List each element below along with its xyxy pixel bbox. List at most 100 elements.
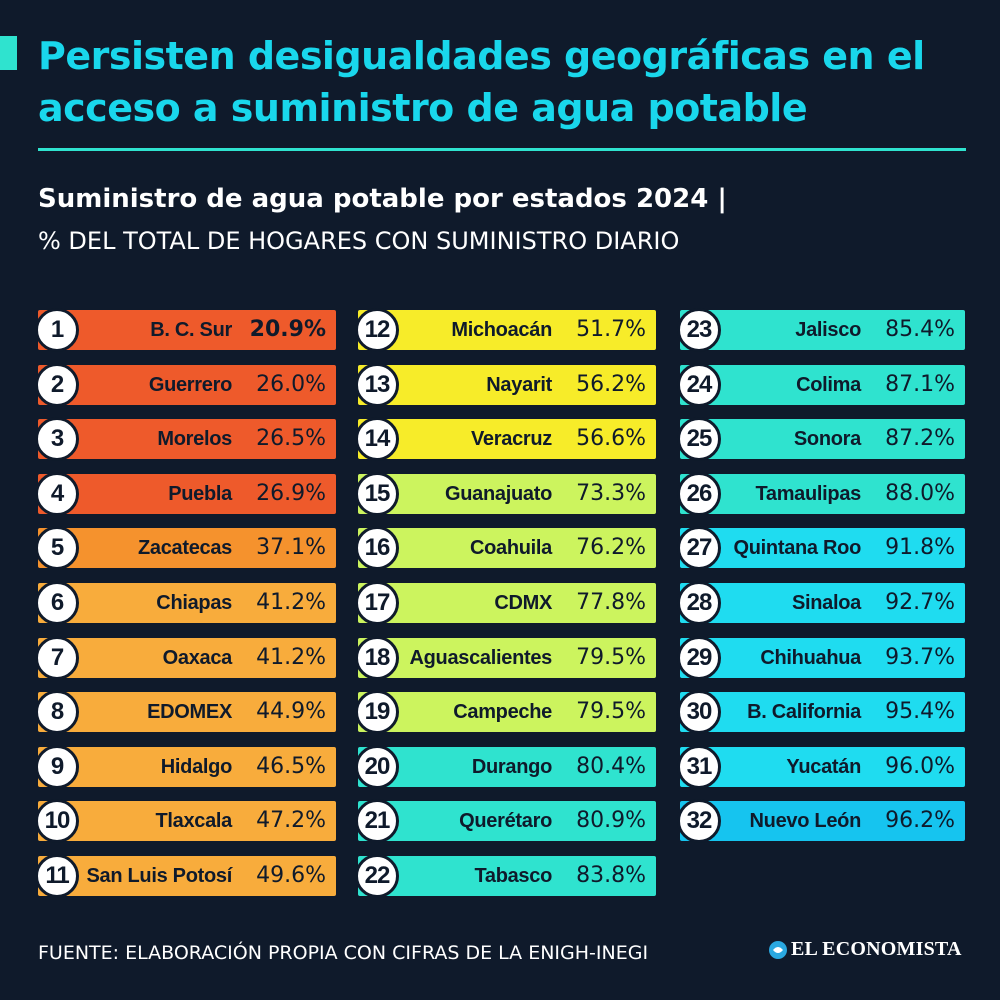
bar-row: 14 Veracruz 56.6% (355, 417, 656, 461)
rank-badge: 3 (35, 417, 79, 461)
state-label: Oaxaca (162, 647, 233, 669)
state-label: Sinaloa (791, 592, 861, 614)
bar-row: 29 Chihuahua 93.7% (677, 636, 965, 680)
bar-row: 21 Querétaro 80.9% (355, 799, 656, 843)
state-label: Puebla (168, 483, 232, 505)
rank-badge: 7 (35, 636, 79, 680)
rank-badge: 32 (677, 799, 721, 843)
state-label: Colima (796, 374, 861, 396)
bar-row: 31 Yucatán 96.0% (677, 745, 965, 789)
value-label: 80.9% (576, 808, 646, 833)
value-label: 73.3% (576, 481, 646, 506)
state-label: Michoacán (451, 319, 552, 341)
state-label: B. California (747, 701, 861, 723)
bar-row: 9 Hidalgo 46.5% (35, 745, 336, 789)
value-label: 93.7% (885, 645, 955, 670)
value-label: 26.5% (256, 426, 326, 451)
rank-badge: 31 (677, 745, 721, 789)
title-accent-bar (0, 36, 17, 70)
value-label: 20.9% (249, 317, 326, 342)
rank-badge: 4 (35, 472, 79, 516)
rank-badge: 13 (355, 363, 399, 407)
value-label: 41.2% (256, 590, 326, 615)
state-label: Tlaxcala (155, 810, 232, 832)
state-label: Querétaro (459, 810, 552, 832)
bar-row: 22 Tabasco 83.8% (355, 854, 656, 898)
rank-badge: 15 (355, 472, 399, 516)
state-label: CDMX (494, 592, 552, 614)
bar-row: 1 B. C. Sur 20.9% (35, 308, 336, 352)
bar-row: 2 Guerrero 26.0% (35, 363, 336, 407)
value-label: 79.5% (576, 699, 646, 724)
value-label: 91.8% (885, 535, 955, 560)
value-label: 77.8% (576, 590, 646, 615)
bar-row: 16 Coahuila 76.2% (355, 526, 656, 570)
bar-row: 15 Guanajuato 73.3% (355, 472, 656, 516)
bar-row: 8 EDOMEX 44.9% (35, 690, 336, 734)
state-label: Guanajuato (444, 483, 552, 505)
bar-row: 11 San Luis Potosí 49.6% (35, 854, 336, 898)
rank-badge: 30 (677, 690, 721, 734)
value-label: 41.2% (256, 645, 326, 670)
value-label: 87.2% (885, 426, 955, 451)
state-label: Nuevo León (749, 810, 862, 832)
state-label: Quintana Roo (733, 537, 861, 559)
value-label: 83.8% (576, 863, 646, 888)
bar-row: 23 Jalisco 85.4% (677, 308, 965, 352)
bar-row: 24 Colima 87.1% (677, 363, 965, 407)
chart-unit-label: % DEL TOTAL DE HOGARES CON SUMINISTRO DI… (38, 227, 680, 255)
publisher-logo: EL ECONOMISTA (768, 938, 962, 961)
rank-badge: 20 (355, 745, 399, 789)
state-label: Chiapas (156, 592, 232, 614)
bar-row: 3 Morelos 26.5% (35, 417, 336, 461)
rank-badge: 10 (35, 799, 79, 843)
value-label: 92.7% (885, 590, 955, 615)
state-label: Tabasco (474, 865, 552, 887)
title-divider (38, 148, 966, 151)
rank-badge: 22 (355, 854, 399, 898)
chart-subtitle: Suministro de agua potable por estados 2… (38, 184, 727, 214)
rank-badge: 16 (355, 526, 399, 570)
bar-row: 28 Sinaloa 92.7% (677, 581, 965, 625)
value-label: 44.9% (256, 699, 326, 724)
state-label: Aguascalientes (409, 647, 552, 669)
bar-row: 13 Nayarit 56.2% (355, 363, 656, 407)
rank-badge: 27 (677, 526, 721, 570)
value-label: 26.9% (256, 481, 326, 506)
value-label: 80.4% (576, 754, 646, 779)
state-label: Zacatecas (137, 537, 232, 559)
logo-wordmark: EL ECONOMISTA (791, 938, 962, 960)
rank-badge: 8 (35, 690, 79, 734)
bar-row: 27 Quintana Roo 91.8% (677, 526, 965, 570)
rank-badge: 5 (35, 526, 79, 570)
value-label: 47.2% (256, 808, 326, 833)
rank-badge: 9 (35, 745, 79, 789)
state-label: Jalisco (795, 319, 861, 341)
bar-row: 12 Michoacán 51.7% (355, 308, 656, 352)
state-label: Coahuila (469, 537, 552, 559)
bar-row: 6 Chiapas 41.2% (35, 581, 336, 625)
value-label: 96.0% (885, 754, 955, 779)
rank-badge: 23 (677, 308, 721, 352)
rank-badge: 14 (355, 417, 399, 461)
rank-badge: 17 (355, 581, 399, 625)
bar-row: 32 Nuevo León 96.2% (677, 799, 965, 843)
state-label: Chihuahua (760, 647, 861, 669)
bar-row: 5 Zacatecas 37.1% (35, 526, 336, 570)
bar-row: 7 Oaxaca 41.2% (35, 636, 336, 680)
value-label: 95.4% (885, 699, 955, 724)
rank-badge: 18 (355, 636, 399, 680)
state-label: Nayarit (486, 374, 552, 396)
value-label: 49.6% (256, 863, 326, 888)
page-title: Persisten desigualdades geográficas en e… (38, 34, 925, 130)
state-label: Durango (471, 756, 552, 778)
value-label: 87.1% (885, 372, 955, 397)
state-label: Campeche (453, 701, 552, 723)
state-label: Guerrero (148, 374, 232, 396)
rank-badge: 19 (355, 690, 399, 734)
rank-badge: 12 (355, 308, 399, 352)
rank-badge: 21 (355, 799, 399, 843)
bar-row: 10 Tlaxcala 47.2% (35, 799, 336, 843)
state-label: Morelos (157, 428, 232, 450)
rank-badge: 26 (677, 472, 721, 516)
